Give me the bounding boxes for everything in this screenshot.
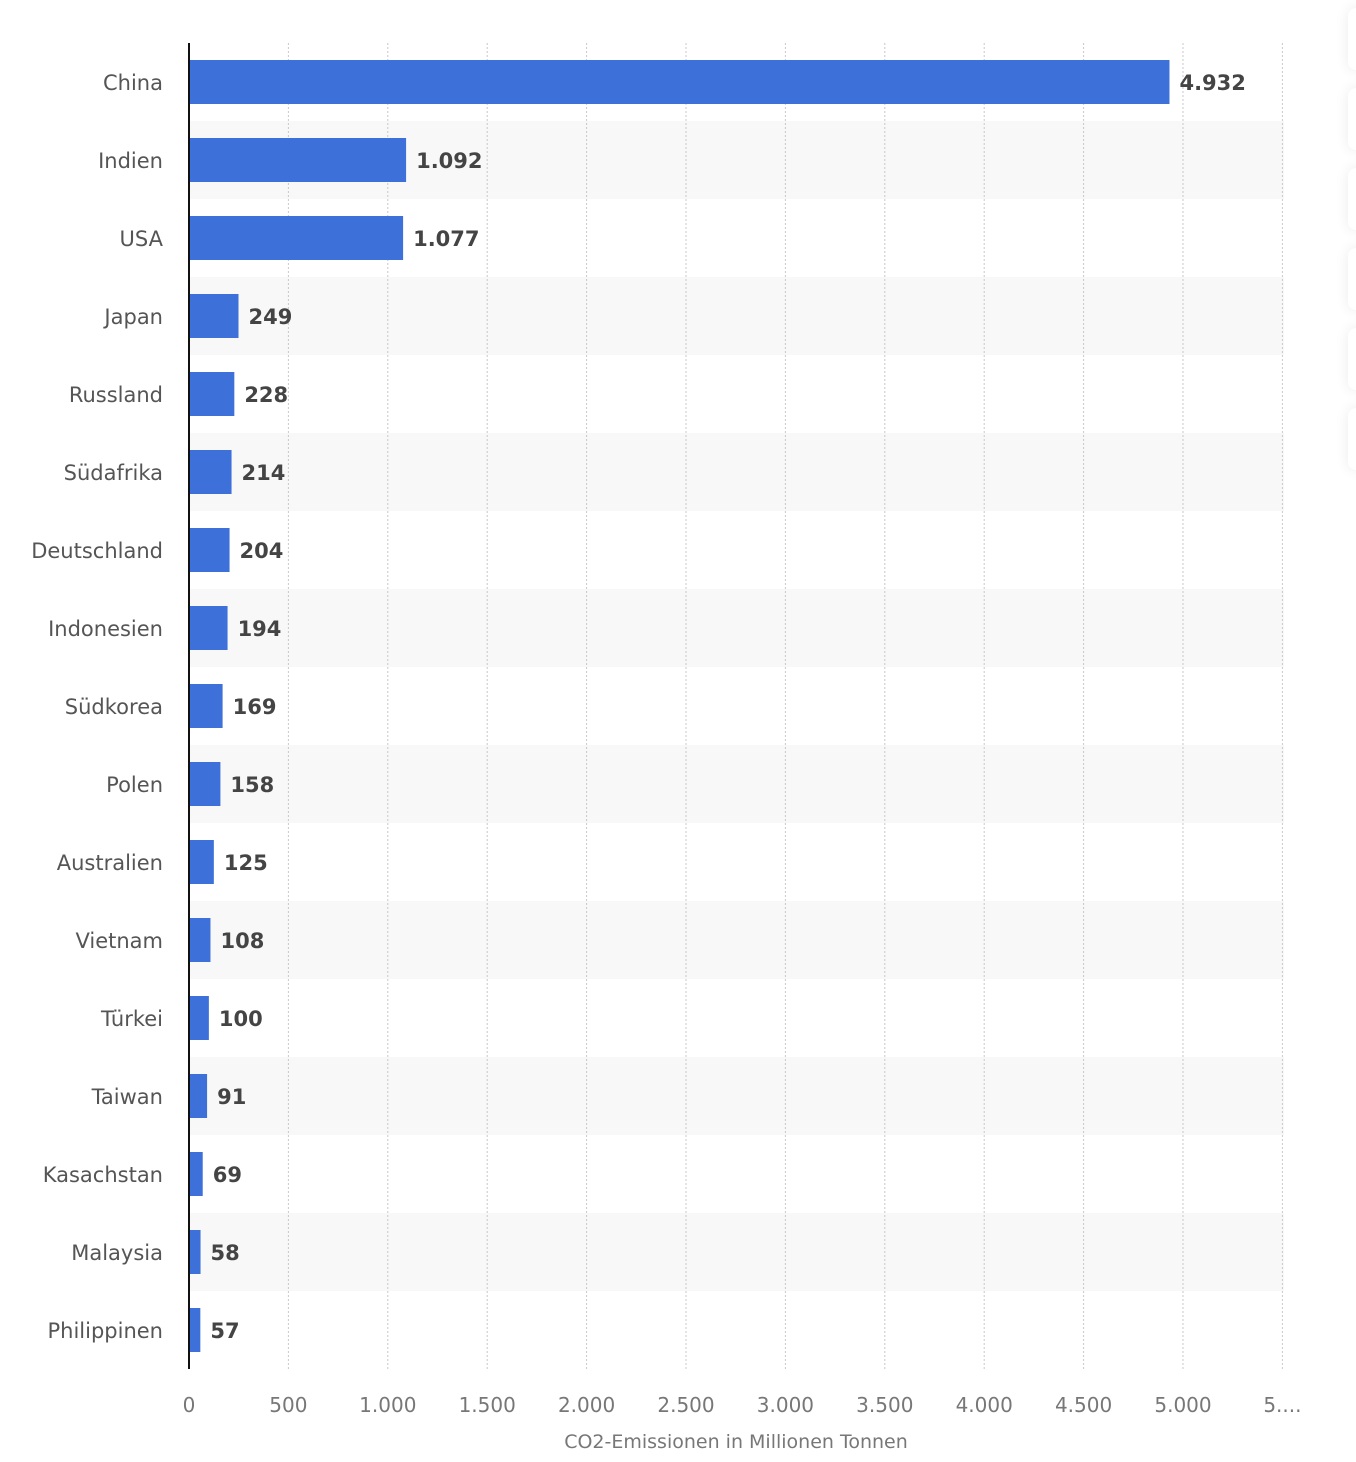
side-toolbar-button[interactable] [1348,248,1356,310]
bar-taiwan [189,1074,208,1118]
bar-philippinen [189,1308,201,1352]
data-label: 169 [233,695,277,719]
bar-indien [189,138,407,182]
category-label: China [103,71,163,95]
data-label: 57 [210,1319,239,1343]
row-band [189,277,1284,355]
bar-china [189,60,1170,104]
category-label: Malaysia [71,1241,163,1265]
category-label: Indonesien [48,617,163,641]
data-label: 194 [238,617,282,641]
bar-südafrika [189,450,232,494]
bar-indonesien [189,606,228,650]
row-band [189,1213,1284,1291]
bar-kasachstan [189,1152,203,1196]
bar-deutschland [189,528,230,572]
data-label: 108 [220,929,264,953]
x-tick-label: 4.500 [1055,1393,1112,1417]
x-tick-label: 2.500 [657,1393,714,1417]
x-tick-label: 500 [269,1393,307,1417]
data-label: 1.092 [416,149,482,173]
category-label: Südafrika [64,461,163,485]
side-toolbar-button[interactable] [1348,408,1356,470]
data-label: 91 [217,1085,246,1109]
category-label: Australien [57,851,163,875]
x-tick-label: 5.000 [1154,1393,1211,1417]
row-band [189,745,1284,823]
data-label: 158 [230,773,274,797]
data-label: 204 [240,539,284,563]
category-label: USA [120,227,164,251]
x-axis-title: CO2-Emissionen in Millionen Tonnen [564,1431,908,1453]
data-label: 125 [224,851,268,875]
data-label: 58 [211,1241,240,1265]
bar-australien [189,840,214,884]
bar-usa [189,216,404,260]
x-tick-label: 3.500 [856,1393,913,1417]
bar-russland [189,372,235,416]
data-label: 1.077 [413,227,479,251]
category-label: Türkei [100,1007,163,1031]
category-label: Kasachstan [43,1163,163,1187]
row-band [189,589,1284,667]
row-band [189,901,1284,979]
data-label: 69 [213,1163,242,1187]
x-tick-label: 2.000 [558,1393,615,1417]
data-label: 4.932 [1179,71,1245,95]
bar-japan [189,294,239,338]
category-label: Vietnam [75,929,163,953]
category-label: Indien [98,149,163,173]
row-band [189,433,1284,511]
x-tick-label: 0 [183,1393,196,1417]
row-band [189,1057,1284,1135]
data-label: 249 [249,305,293,329]
data-label: 228 [244,383,288,407]
x-tick-label: 1.500 [459,1393,516,1417]
side-toolbar-button[interactable] [1348,88,1356,150]
bar-türkei [189,996,209,1040]
side-toolbar-button[interactable] [1348,328,1356,390]
x-tick-label: 4.000 [956,1393,1013,1417]
category-label: Polen [106,773,163,797]
category-label: Japan [102,305,163,329]
bar-vietnam [189,918,211,962]
bar-südkorea [189,684,223,728]
bar-malaysia [189,1230,201,1274]
category-label: Taiwan [91,1085,163,1109]
x-tick-label: 3.000 [757,1393,814,1417]
x-tick-label: 5.... [1263,1393,1301,1417]
side-toolbar-button[interactable] [1348,168,1356,230]
category-label: Philippinen [47,1319,163,1343]
bar-polen [189,762,221,806]
data-label: 100 [219,1007,263,1031]
data-label: 214 [242,461,286,485]
side-toolbar-button[interactable] [1348,8,1356,70]
x-tick-label: 1.000 [359,1393,416,1417]
category-label: Südkorea [65,695,163,719]
category-label: Russland [69,383,163,407]
category-label: Deutschland [31,539,163,563]
